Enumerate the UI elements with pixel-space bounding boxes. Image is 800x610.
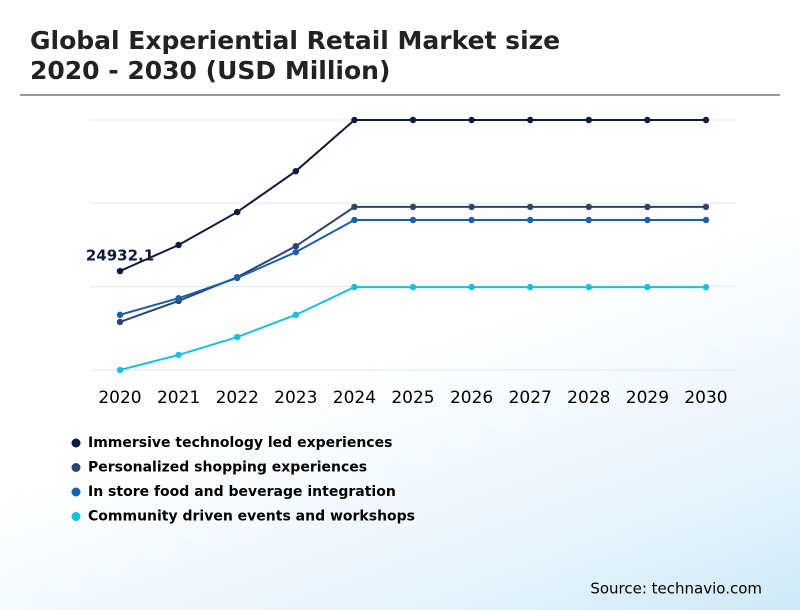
data-point [468,216,475,224]
data-point [409,216,417,224]
data-point [292,242,299,250]
data-point [644,116,651,124]
data-point [409,283,417,291]
data-point [644,283,651,291]
data-point [116,318,124,326]
x-tick-label: 2021 [157,388,200,408]
x-tick-label: 2025 [391,388,434,408]
data-point [351,216,358,224]
data-point [292,167,299,175]
data-point [585,216,592,224]
data-point [234,208,241,216]
x-tick-label: 2022 [216,388,259,408]
data-point [468,203,475,211]
x-tick-label: 2020 [98,388,141,408]
x-tick-label: 2028 [567,388,610,408]
data-point [644,203,651,211]
data-point [702,216,710,224]
data-point [116,366,124,374]
source: Source: technavio.com [590,580,762,598]
legend-label: In store food and beverage integration [88,484,396,500]
legend-label: Immersive technology led experiences [88,435,392,451]
legend-label: Personalized shopping experiences [88,460,367,476]
data-point [116,311,124,319]
data-point [702,116,710,124]
data-point [468,116,475,124]
legend-label: Community driven events and workshops [88,509,415,525]
data-point [468,283,475,291]
chart-title: 2020 - 2030 (USD Million) [30,56,390,85]
data-point [585,203,592,211]
legend-marker [71,487,81,497]
data-point [116,267,124,275]
legend-marker [71,463,81,472]
data-point [175,241,182,249]
data-point [644,216,651,224]
data-point [175,294,182,302]
data-point [585,283,592,291]
data-point [409,203,417,211]
series-line [119,286,706,371]
data-point [702,283,710,291]
series-line [119,119,706,272]
data-point [702,203,710,211]
data-point [292,248,299,256]
series-line [119,205,706,323]
legend-marker [71,512,81,521]
data-point [234,274,241,282]
data-point [409,116,417,124]
data-label: 24932.1 [86,247,154,265]
x-tick-label: 2029 [626,388,669,408]
data-point [351,203,358,211]
legend-marker [71,438,81,448]
data-point [175,351,182,359]
x-tick-label: 2023 [274,388,317,408]
data-point [527,116,534,124]
data-point [527,216,534,224]
series-line [119,219,706,316]
data-point [234,333,241,341]
x-tick-label: 2027 [509,388,552,408]
data-point [527,283,534,291]
chart-title: Global Experiential Retail Market size [30,26,560,55]
data-point [527,203,534,211]
data-point [292,311,299,319]
data-point [351,283,358,291]
data-point [351,116,358,124]
x-tick-label: 2024 [333,388,376,408]
x-tick-label: 2026 [450,388,493,408]
x-tick-label: 2030 [684,388,727,408]
data-point [585,116,592,124]
